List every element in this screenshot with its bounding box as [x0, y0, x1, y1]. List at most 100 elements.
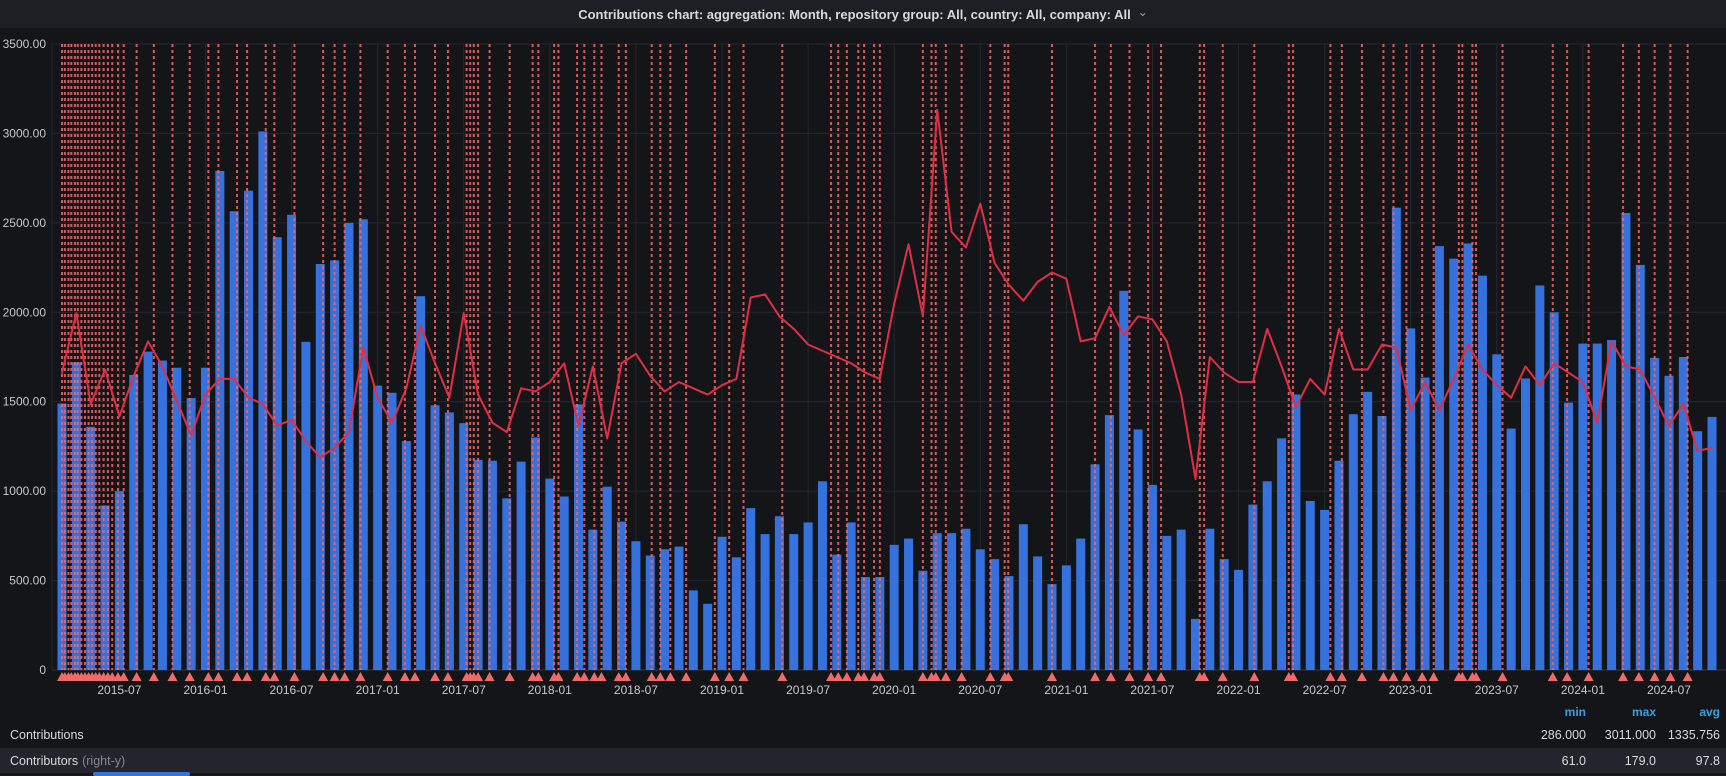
bar-2022-10[interactable]: [1363, 391, 1373, 670]
annotation-marker-icon[interactable]: [956, 672, 967, 681]
bar-2020-08[interactable]: [990, 559, 1000, 670]
bar-2023-12[interactable]: [1564, 402, 1574, 670]
annotation-marker-icon[interactable]: [1047, 672, 1058, 681]
bar-2023-08[interactable]: [1506, 428, 1516, 670]
annotation-marker-icon[interactable]: [681, 672, 692, 681]
annotation-marker-icon[interactable]: [1325, 672, 1336, 681]
bar-2020-05[interactable]: [947, 533, 957, 670]
annotation-marker-icon[interactable]: [1682, 672, 1693, 681]
annotation-marker-icon[interactable]: [646, 672, 657, 681]
bar-2024-07[interactable]: [1664, 375, 1674, 670]
bar-2024-02[interactable]: [1592, 343, 1602, 670]
annotation-marker-icon[interactable]: [1388, 672, 1399, 681]
bar-2015-09[interactable]: [143, 351, 153, 670]
annotation-marker-icon[interactable]: [572, 672, 583, 681]
bar-2023-10[interactable]: [1535, 285, 1545, 670]
bar-2022-11[interactable]: [1377, 416, 1387, 670]
bar-2021-06[interactable]: [1133, 429, 1143, 670]
bar-2018-10[interactable]: [674, 546, 684, 670]
annotation-marker-icon[interactable]: [1288, 672, 1299, 681]
bar-2017-07[interactable]: [459, 423, 469, 670]
annotation-marker-icon[interactable]: [1378, 672, 1389, 681]
bar-2023-04[interactable]: [1449, 258, 1459, 670]
annotation-marker-icon[interactable]: [724, 672, 735, 681]
bar-2021-11[interactable]: [1205, 528, 1215, 670]
annotation-marker-icon[interactable]: [409, 672, 420, 681]
annotation-marker-icon[interactable]: [1417, 672, 1428, 681]
bar-2015-10[interactable]: [157, 360, 167, 670]
bar-2024-03[interactable]: [1607, 340, 1617, 670]
annotation-marker-icon[interactable]: [399, 672, 410, 681]
annotation-marker-icon[interactable]: [355, 672, 366, 681]
bar-2019-06[interactable]: [789, 534, 799, 670]
bar-2024-01[interactable]: [1578, 343, 1588, 670]
annotation-marker-icon[interactable]: [1003, 672, 1014, 681]
bar-2022-07[interactable]: [1320, 509, 1330, 670]
bar-2019-05[interactable]: [774, 516, 784, 670]
bar-2017-09[interactable]: [487, 460, 497, 670]
bar-2017-04[interactable]: [416, 296, 426, 670]
bar-2016-12[interactable]: [358, 219, 368, 670]
bar-2022-05[interactable]: [1291, 394, 1301, 670]
bar-2016-03[interactable]: [229, 211, 239, 670]
bar-2019-02[interactable]: [731, 557, 741, 670]
bar-2023-09[interactable]: [1520, 378, 1530, 670]
annotation-marker-icon[interactable]: [118, 672, 129, 681]
bar-2022-09[interactable]: [1348, 414, 1358, 670]
bar-2023-07[interactable]: [1492, 354, 1502, 670]
annotation-marker-icon[interactable]: [260, 672, 271, 681]
bar-2024-09[interactable]: [1693, 431, 1703, 670]
bar-2020-09[interactable]: [1004, 576, 1014, 670]
bar-2024-10[interactable]: [1707, 416, 1717, 670]
bar-2020-01[interactable]: [889, 544, 899, 670]
annotation-marker-icon[interactable]: [1583, 672, 1594, 681]
annotation-marker-icon[interactable]: [874, 672, 885, 681]
annotation-marker-icon[interactable]: [985, 672, 996, 681]
bar-2016-05[interactable]: [258, 131, 268, 670]
annotation-marker-icon[interactable]: [1249, 672, 1260, 681]
bar-2020-07[interactable]: [975, 549, 985, 670]
bar-2022-01[interactable]: [1234, 569, 1244, 670]
annotation-marker-icon[interactable]: [738, 672, 749, 681]
annotation-marker-icon[interactable]: [289, 672, 300, 681]
annotation-marker-icon[interactable]: [430, 672, 441, 681]
bar-2015-11[interactable]: [172, 367, 182, 670]
annotation-marker-icon[interactable]: [596, 672, 607, 681]
annotation-marker-icon[interactable]: [1336, 672, 1347, 681]
annotation-marker-icon[interactable]: [1143, 672, 1154, 681]
annotation-marker-icon[interactable]: [826, 672, 837, 681]
bar-2021-08[interactable]: [1162, 535, 1172, 670]
bar-2023-03[interactable]: [1434, 246, 1444, 670]
bar-2018-05[interactable]: [602, 486, 612, 670]
bar-2020-06[interactable]: [961, 528, 971, 670]
annotation-marker-icon[interactable]: [148, 672, 159, 681]
legend-label-contributors[interactable]: Contributors (right-y): [10, 753, 126, 768]
annotation-marker-icon[interactable]: [1105, 672, 1116, 681]
annotation-marker-icon[interactable]: [1356, 672, 1367, 681]
annotation-marker-icon[interactable]: [1428, 672, 1439, 681]
bar-2023-11[interactable]: [1549, 312, 1559, 670]
bar-2021-01[interactable]: [1061, 565, 1071, 670]
bar-2018-06[interactable]: [617, 521, 627, 670]
contributors-line[interactable]: [61, 108, 1714, 481]
annotation-marker-icon[interactable]: [1457, 672, 1468, 681]
annotation-marker-icon[interactable]: [655, 672, 666, 681]
annotation-marker-icon[interactable]: [1633, 672, 1644, 681]
bar-2018-02[interactable]: [559, 496, 569, 670]
bar-2023-05[interactable]: [1463, 243, 1473, 670]
bar-2021-05[interactable]: [1119, 290, 1129, 670]
annotation-marker-icon[interactable]: [184, 672, 195, 681]
annotation-marker-icon[interactable]: [1618, 672, 1629, 681]
bar-2021-12[interactable]: [1219, 559, 1229, 670]
bar-2021-09[interactable]: [1176, 529, 1186, 670]
bar-2017-12[interactable]: [530, 437, 540, 670]
annotation-marker-icon[interactable]: [1217, 672, 1228, 681]
annotation-marker-icon[interactable]: [339, 672, 350, 681]
legend-header-min[interactable]: min: [1564, 705, 1586, 719]
legend-label-contributions[interactable]: Contributions: [10, 728, 84, 742]
bar-2020-02[interactable]: [904, 538, 914, 670]
annotation-marker-icon[interactable]: [242, 672, 253, 681]
bar-2017-10[interactable]: [502, 498, 512, 670]
annotation-marker-icon[interactable]: [131, 672, 142, 681]
bar-2018-03[interactable]: [574, 404, 584, 670]
